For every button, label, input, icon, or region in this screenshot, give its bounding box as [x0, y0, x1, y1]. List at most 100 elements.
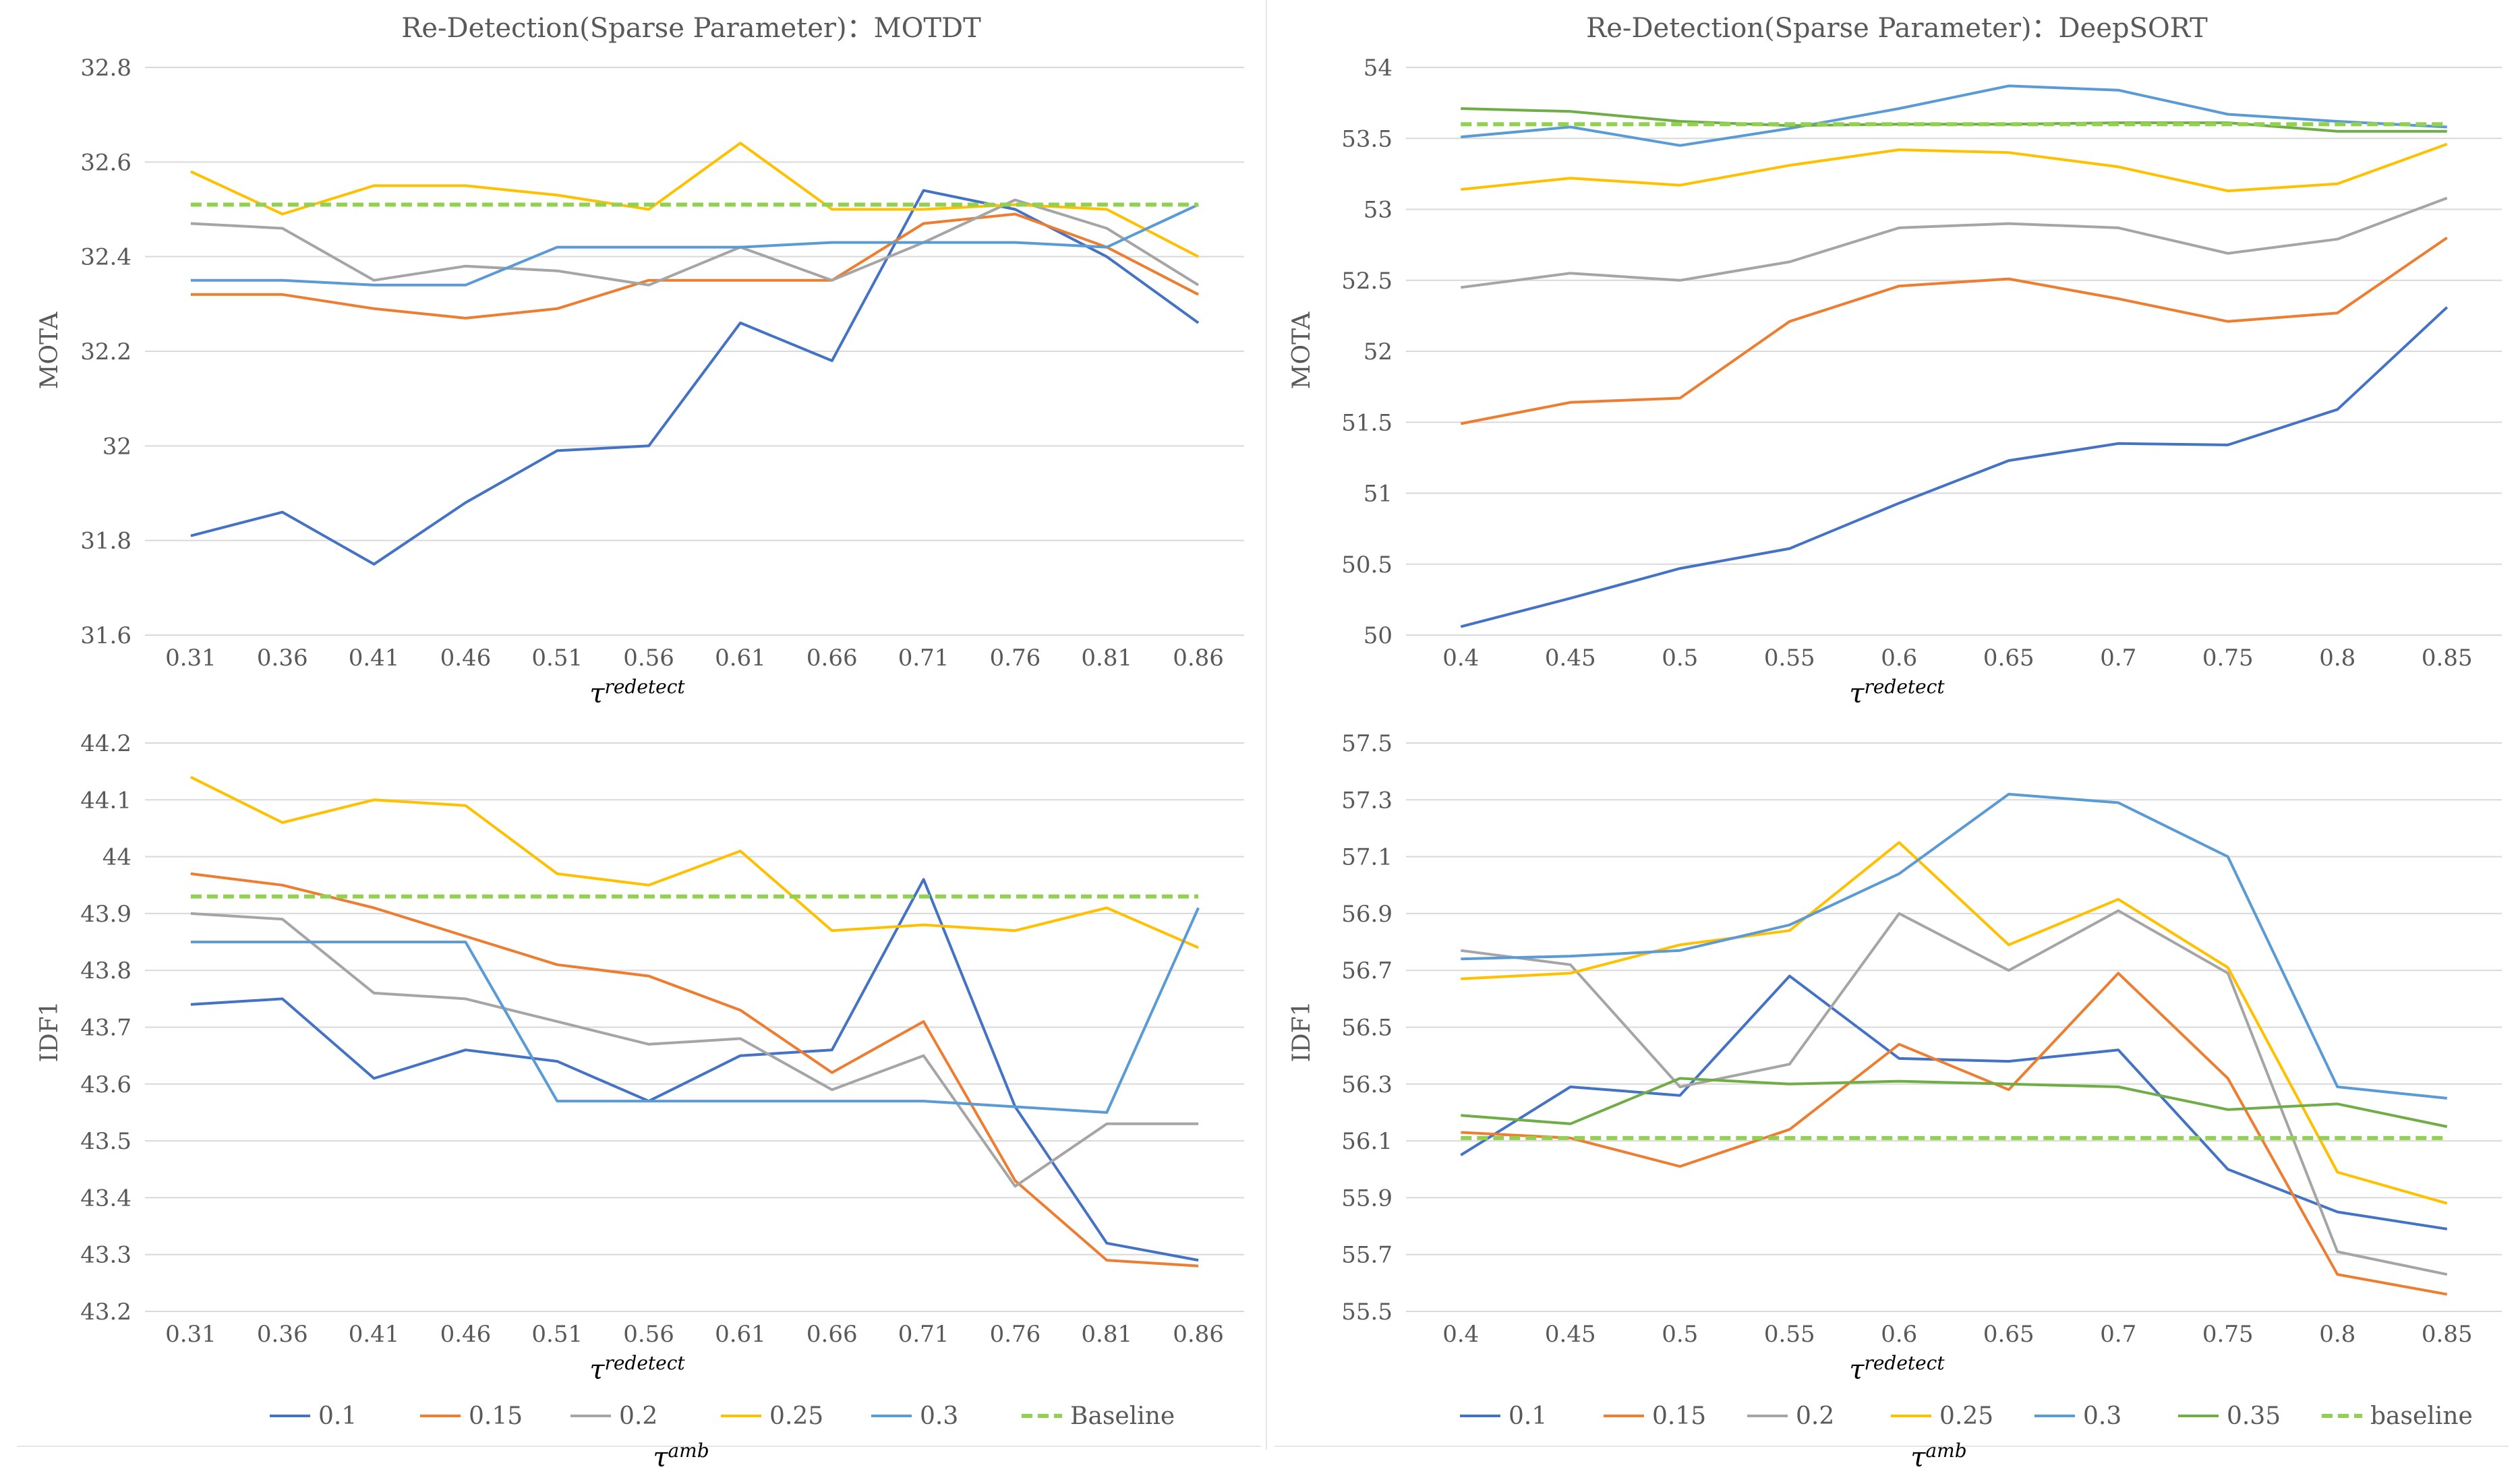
x-tick-label: 0.7 — [2100, 1321, 2136, 1348]
legend-caption-left: τamb — [653, 1440, 709, 1473]
series-line-0-3 — [190, 203, 1199, 287]
x-tick-label: 0.45 — [1545, 645, 1596, 672]
chart-title: Re-Detection(Sparse Parameter)：MOTDT — [401, 13, 981, 44]
legend-label: 0.3 — [2083, 1402, 2121, 1430]
x-tick-label: 0.65 — [1983, 1321, 2034, 1348]
series-line-0-35 — [1461, 1077, 2448, 1128]
x-axis-symbol: τ — [589, 1355, 605, 1386]
series-line-0-15 — [1461, 972, 2448, 1296]
y-tick-label: 55.5 — [1341, 1299, 1393, 1326]
y-tick-label: 43.9 — [80, 901, 131, 928]
x-tick-label: 0.66 — [807, 1321, 858, 1348]
legend-label: 0.35 — [2227, 1402, 2281, 1430]
x-tick-label: 0.65 — [1983, 645, 2034, 672]
legend-label: 0.15 — [1652, 1402, 1706, 1430]
legend-caption-right: τamb — [1910, 1440, 1966, 1473]
x-tick-label: 0.46 — [440, 1321, 492, 1348]
series-line-0-3 — [1461, 84, 2447, 147]
legend-item-0-3: 0.3 — [871, 1402, 958, 1430]
chart-deepsort-mota: Re-Detection(Sparse Parameter)：DeepSORT … — [1288, 13, 2502, 709]
x-tick-labels: 0.31 0.36 0.41 0.46 0.51 0.56 0.61 0.66 0.71 0.76… — [165, 645, 1224, 672]
legend-label: 0.1 — [1508, 1402, 1547, 1430]
chart-deepsort-idf1: IDF1 τredetect 55.555.755.956.156.356.55… — [1288, 730, 2502, 1386]
gridlines — [1406, 67, 2502, 636]
y-tick-label: 51 — [1364, 481, 1393, 508]
y-tick-label: 51.5 — [1341, 409, 1393, 436]
y-tick-label: 53.5 — [1341, 125, 1393, 152]
series-lines — [190, 775, 1200, 1268]
x-tick-label: 0.31 — [165, 1321, 216, 1348]
x-tick-label: 0.71 — [898, 645, 949, 672]
x-tick-label: 0.61 — [715, 1321, 766, 1348]
legend-caption-symbol: τ — [653, 1442, 668, 1473]
x-axis-symbol: τ — [589, 678, 605, 709]
x-tick-label: 0.85 — [2422, 645, 2473, 672]
y-tick-label: 44 — [102, 844, 131, 871]
series-lines — [1460, 84, 2449, 628]
x-tick-label: 0.85 — [2422, 1321, 2473, 1348]
series-line-0-25 — [1461, 142, 2448, 193]
x-axis-label: τredetect — [589, 1352, 685, 1386]
y-tick-label: 31.8 — [80, 528, 131, 555]
legend-caption-superscript: amb — [668, 1440, 709, 1462]
series-line-0-15 — [190, 212, 1200, 320]
y-tick-label: 57.3 — [1341, 787, 1393, 814]
legend-label: baseline — [2370, 1402, 2473, 1430]
legend-item-0-2: 0.2 — [1747, 1402, 1834, 1430]
series-line-0-2 — [1461, 196, 2448, 289]
y-axis-label: IDF1 — [1288, 1001, 1316, 1063]
y-axis-label: IDF1 — [36, 1001, 63, 1063]
series-line-0-2 — [1461, 909, 2448, 1276]
series-line-0-15 — [190, 872, 1199, 1268]
x-tick-label: 0.51 — [531, 1321, 583, 1348]
y-tick-label: 56.1 — [1341, 1128, 1393, 1155]
y-tick-label: 52 — [1364, 338, 1393, 365]
x-tick-label: 0.5 — [1662, 1321, 1698, 1348]
legend-item-0-3: 0.3 — [2034, 1402, 2121, 1430]
legend-item-0-25: 0.25 — [721, 1402, 823, 1430]
x-tick-label: 0.45 — [1545, 1321, 1596, 1348]
y-tick-label: 57.1 — [1341, 844, 1393, 871]
legend-label: 0.25 — [769, 1402, 823, 1430]
y-tick-label: 43.4 — [80, 1185, 131, 1212]
chart-motdt-idf1: IDF1 τredetect 43.243.343.443.543.643.74… — [36, 730, 1244, 1386]
legend-caption-symbol: τ — [1910, 1442, 1926, 1473]
legend-label: 0.25 — [1939, 1402, 1993, 1430]
legend-item-0-35: 0.35 — [2178, 1402, 2281, 1430]
x-tick-label: 0.7 — [2100, 645, 2136, 672]
series-lines — [1460, 792, 2448, 1296]
legend-item-0-15: 0.15 — [420, 1402, 523, 1430]
y-tick-label: 43.7 — [80, 1015, 131, 1042]
x-tick-labels: 0.31 0.36 0.41 0.46 0.51 0.56 0.61 0.66 0.71 0.76… — [165, 1321, 1224, 1348]
legend-label: 0.2 — [1796, 1402, 1834, 1430]
x-tick-label: 0.36 — [257, 645, 308, 672]
x-tick-label: 0.75 — [2202, 645, 2254, 672]
y-tick-label: 53 — [1364, 197, 1393, 224]
legend-deepsort: 0.1 0.15 0.2 0.25 0.3 0.35 baseline — [1460, 1402, 2473, 1430]
x-tick-label: 0.55 — [1764, 645, 1815, 672]
x-tick-label: 0.76 — [990, 645, 1041, 672]
x-tick-label: 0.46 — [440, 645, 492, 672]
x-axis-superscript: redetect — [604, 1352, 685, 1374]
gridlines — [1406, 742, 2502, 1312]
x-axis-superscript: redetect — [1864, 1352, 1945, 1374]
x-axis-superscript: redetect — [604, 676, 685, 698]
y-tick-label: 31.6 — [80, 622, 131, 649]
y-tick-label: 32.8 — [80, 55, 131, 82]
x-tick-label: 0.8 — [2319, 1321, 2355, 1348]
legend-label: 0.3 — [920, 1402, 958, 1430]
chart-title: Re-Detection(Sparse Parameter)：DeepSORT — [1586, 13, 2208, 44]
series-line-0-3 — [1461, 792, 2448, 1100]
legend-item-0-25: 0.25 — [1891, 1402, 1993, 1430]
y-tick-label: 43.6 — [80, 1071, 131, 1098]
y-tick-label: 56.3 — [1341, 1071, 1393, 1098]
legend-item-baseline: Baseline — [1022, 1402, 1175, 1430]
legend-motdt: 0.1 0.15 0.2 0.25 0.3 Baseline — [270, 1402, 1175, 1430]
x-tick-label: 0.5 — [1662, 645, 1698, 672]
y-tick-label: 56.5 — [1341, 1015, 1393, 1042]
series-line-0-1 — [1460, 974, 2448, 1230]
series-line-0-1 — [190, 878, 1199, 1262]
x-tick-label: 0.36 — [257, 1321, 308, 1348]
